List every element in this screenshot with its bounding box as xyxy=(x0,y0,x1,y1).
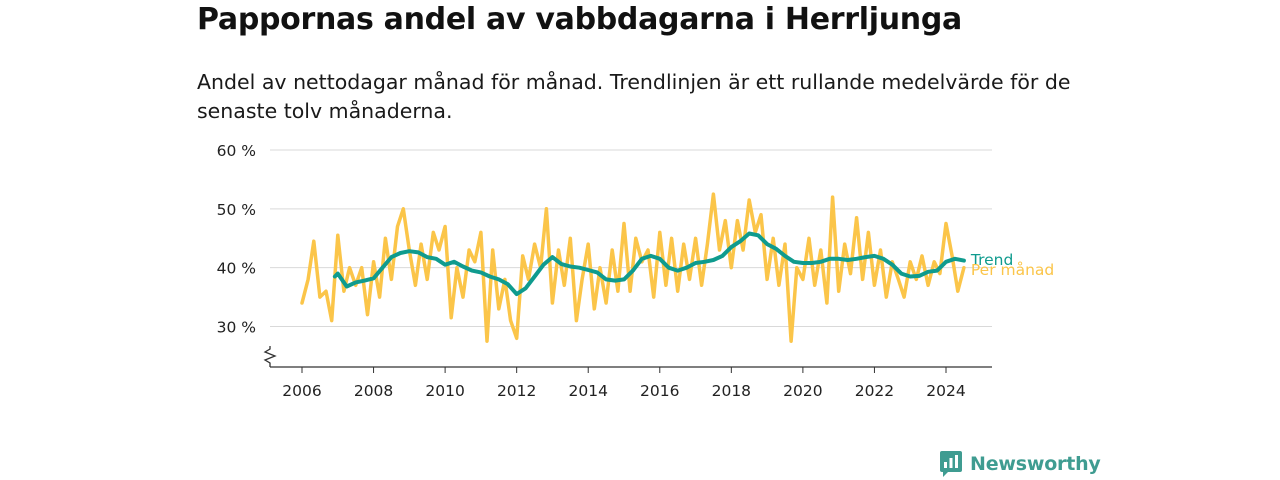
y-tick-label: 40 % xyxy=(217,260,256,278)
x-tick-label: 2022 xyxy=(855,382,894,400)
x-tick-label: 2024 xyxy=(926,382,965,400)
y-tick-label: 60 % xyxy=(217,142,256,160)
axis-break-icon xyxy=(263,346,277,367)
x-tick-label: 2016 xyxy=(640,382,679,400)
x-tick-label: 2014 xyxy=(568,382,607,400)
x-tick-label: 2006 xyxy=(282,382,321,400)
y-axis: 30 % 40 % 50 % 60 % xyxy=(217,142,256,337)
x-tick-label: 2012 xyxy=(497,382,536,400)
x-tick-label: 2018 xyxy=(712,382,751,400)
series-line-trend xyxy=(332,231,966,297)
grid-lines xyxy=(270,149,992,327)
chart-subtitle: Andel av nettodagar månad för månad. Tre… xyxy=(197,70,1071,123)
y-tick-label: 30 % xyxy=(217,319,256,337)
brand-logo: Newsworthy xyxy=(940,449,1101,479)
y-tick-label: 50 % xyxy=(217,201,256,219)
series-lines xyxy=(300,192,966,343)
chart-title: Pappornas andel av vabbdagarna i Herrlju… xyxy=(197,2,962,37)
brand-name: Newsworthy xyxy=(970,453,1101,475)
x-tick-label: 2010 xyxy=(425,382,464,400)
newsworthy-icon xyxy=(940,451,962,477)
x-tick-label: 2020 xyxy=(783,382,822,400)
x-tick-label: 2008 xyxy=(354,382,393,400)
series-label-monthly: Per månad xyxy=(971,261,1054,279)
series-line-monthly xyxy=(300,192,966,343)
series-label-trend: Trend xyxy=(970,251,1013,269)
x-axis: 2006 2008 2010 2012 2014 2016 2018 2020 2022 2024 xyxy=(263,346,992,400)
